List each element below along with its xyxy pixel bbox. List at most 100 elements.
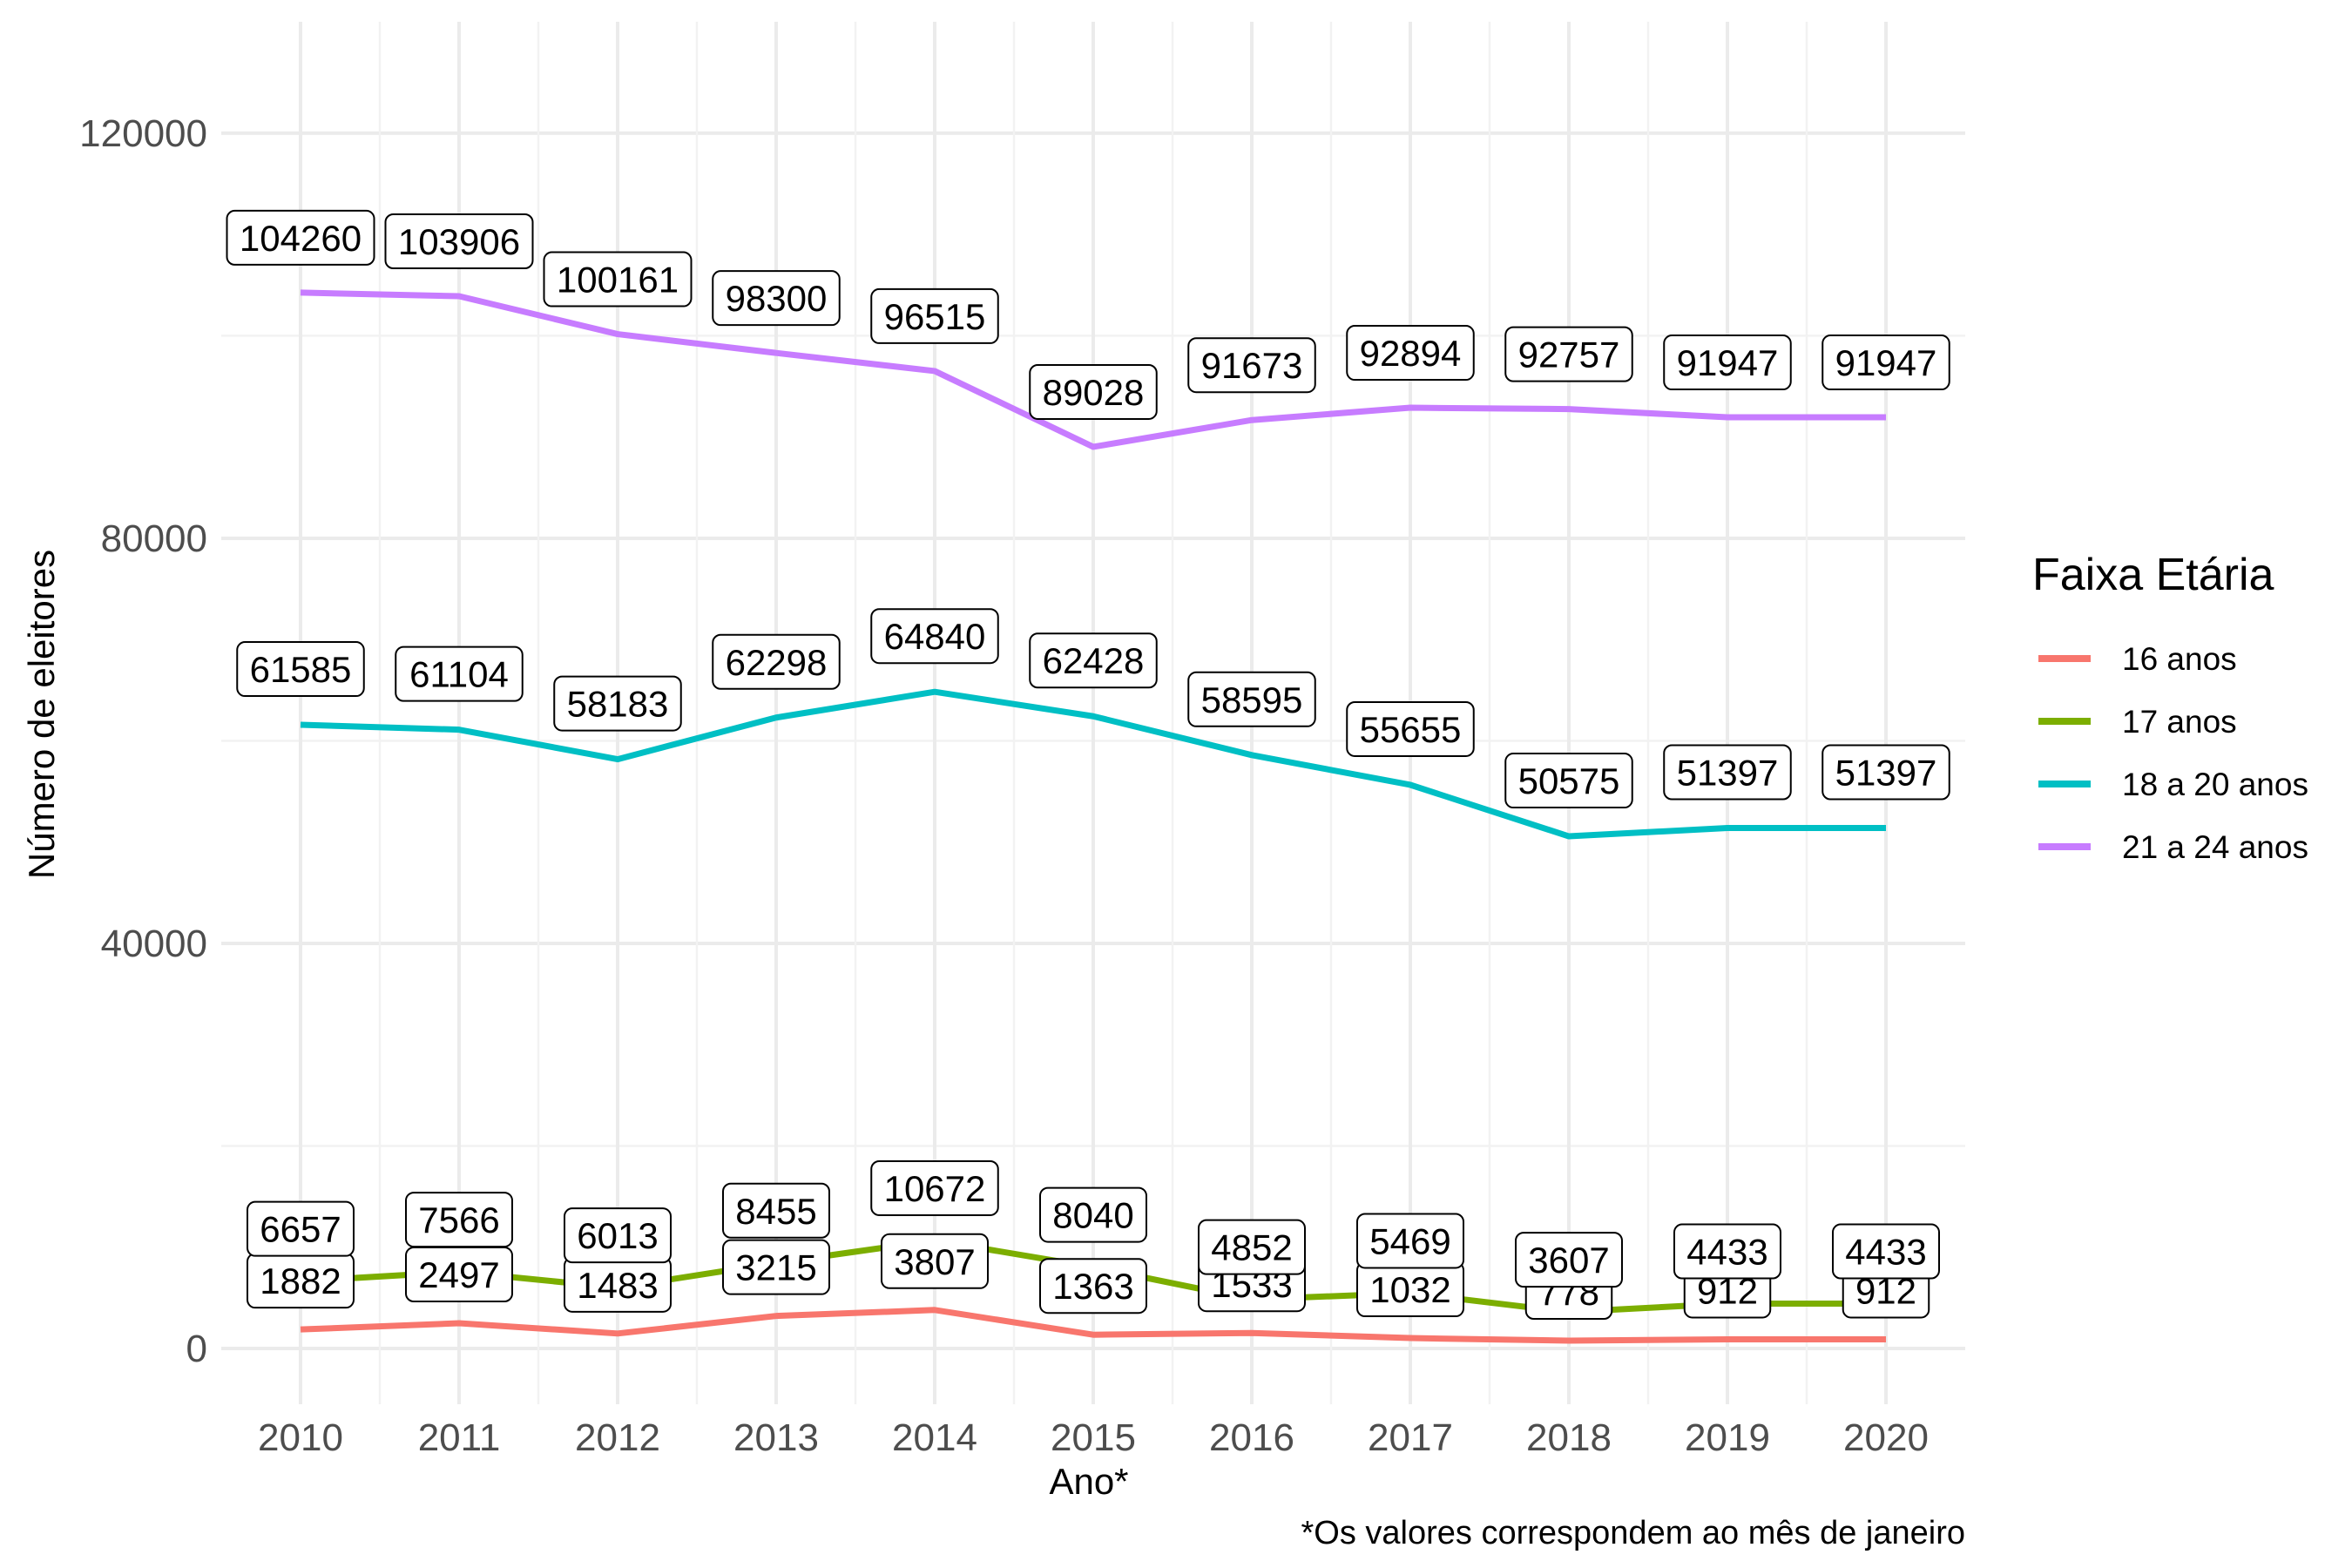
data-label-box	[1029, 363, 1158, 420]
data-label-box	[881, 1233, 989, 1289]
data-label: 62428	[1043, 640, 1145, 681]
data-label: 6657	[260, 1209, 341, 1250]
data-label: 6013	[577, 1215, 658, 1256]
data-label-box	[870, 608, 999, 665]
data-label-box	[1821, 744, 1950, 801]
data-label: 58595	[1201, 679, 1303, 720]
legend-title: Faixa Etária	[2032, 550, 2274, 600]
series-line	[300, 289, 1886, 450]
data-label: 62298	[726, 642, 828, 683]
data-label-box	[1821, 335, 1950, 391]
y-tick-label: 80000	[101, 517, 207, 560]
data-label-box	[405, 1192, 513, 1248]
x-tick-label: 2012	[575, 1416, 660, 1459]
y-tick-labels: 0 40000 80000 120000	[79, 112, 207, 1370]
x-tick-label: 2018	[1526, 1416, 1612, 1459]
data-label-box	[247, 1200, 355, 1257]
data-label: 50575	[1518, 760, 1620, 801]
chart-caption: *Os valores correspondem ao mês de janei…	[1301, 1515, 1966, 1551]
data-label: 51397	[1835, 752, 1937, 793]
data-label: 103906	[398, 221, 520, 262]
data-label-box	[1356, 1213, 1464, 1269]
x-axis-title: Ano*	[1049, 1461, 1128, 1502]
data-label: 64840	[884, 616, 986, 657]
data-label-box	[1029, 632, 1158, 689]
data-label: 89028	[1043, 372, 1145, 413]
data-label-box	[564, 1207, 672, 1264]
data-label: 4433	[1686, 1232, 1767, 1273]
x-tick-label: 2010	[258, 1416, 343, 1459]
data-label-box	[722, 1239, 830, 1295]
data-label-box	[1187, 671, 1316, 727]
data-label: 92894	[1360, 333, 1462, 374]
series-line	[300, 688, 1886, 840]
data-label-box	[1504, 753, 1633, 809]
data-label: 51397	[1677, 752, 1779, 793]
data-label-box	[395, 645, 524, 702]
legend-label: 18 a 20 anos	[2122, 767, 2308, 802]
data-label-box	[236, 641, 365, 698]
data-label: 91947	[1677, 342, 1779, 383]
data-label: 4852	[1211, 1227, 1292, 1268]
data-label: 91947	[1835, 342, 1937, 383]
data-label: 100161	[557, 260, 679, 301]
y-tick-label: 40000	[101, 923, 207, 965]
data-label-box	[226, 209, 375, 266]
data-label-box	[553, 675, 682, 732]
data-label: 3607	[1528, 1240, 1609, 1281]
data-label-box	[384, 213, 534, 270]
data-label-box	[1039, 1186, 1147, 1243]
data-label-box	[1346, 325, 1475, 382]
data-label-box	[1663, 744, 1792, 801]
data-label-box	[870, 1159, 999, 1216]
data-label-box	[543, 251, 693, 308]
data-label: 7566	[418, 1200, 499, 1240]
series-line	[300, 1307, 1886, 1344]
data-label: 5469	[1369, 1220, 1450, 1261]
data-label: 2497	[418, 1254, 499, 1295]
data-label: 91673	[1201, 345, 1303, 386]
data-label-box	[1346, 700, 1475, 757]
x-tick-label: 2020	[1843, 1416, 1929, 1459]
x-tick-label: 2013	[733, 1416, 819, 1459]
legend-label: 21 a 24 anos	[2122, 829, 2308, 865]
data-label-box	[1515, 1232, 1623, 1288]
data-label: 3807	[894, 1241, 975, 1282]
data-label-box	[1504, 326, 1633, 382]
x-tick-label: 2019	[1685, 1416, 1770, 1459]
legend: Faixa Etária 16 anos 17 anos 18 a 20 anos 2…	[2032, 550, 2308, 865]
data-label-box	[712, 270, 841, 327]
data-label: 10672	[884, 1168, 986, 1209]
data-label: 61104	[409, 654, 509, 695]
x-tick-label: 2017	[1368, 1416, 1453, 1459]
data-label-box	[1039, 1258, 1147, 1315]
data-label: 3215	[735, 1247, 816, 1288]
y-tick-label: 0	[186, 1328, 207, 1370]
data-label: 61585	[250, 649, 352, 690]
data-label: 1882	[260, 1260, 341, 1301]
x-tick-label: 2011	[418, 1416, 501, 1459]
x-tick-labels: 2010 2011 2012 2013 2014 2015 2016 2017 2018 2019…	[258, 1416, 1929, 1459]
data-label: 98300	[726, 278, 828, 319]
data-label-box	[1663, 335, 1792, 391]
data-label-box	[1673, 1223, 1781, 1280]
data-label-box	[1832, 1223, 1940, 1280]
legend-label: 16 anos	[2122, 641, 2237, 677]
data-label: 1483	[577, 1265, 658, 1306]
data-label: 1363	[1052, 1266, 1133, 1307]
data-label: 8455	[735, 1191, 816, 1232]
data-label-box	[1198, 1219, 1306, 1275]
x-tick-label: 2016	[1209, 1416, 1294, 1459]
data-label: 55655	[1360, 709, 1462, 750]
data-label: 1032	[1369, 1269, 1450, 1310]
data-label: 92757	[1518, 335, 1620, 375]
data-label: 8040	[1052, 1195, 1133, 1236]
data-label-box	[1187, 337, 1316, 394]
y-axis-title: Número de eleitores	[21, 550, 62, 879]
y-tick-label: 120000	[79, 112, 207, 155]
data-label-box	[870, 287, 999, 344]
data-label: 104260	[240, 218, 362, 259]
data-label: 96515	[884, 296, 986, 337]
